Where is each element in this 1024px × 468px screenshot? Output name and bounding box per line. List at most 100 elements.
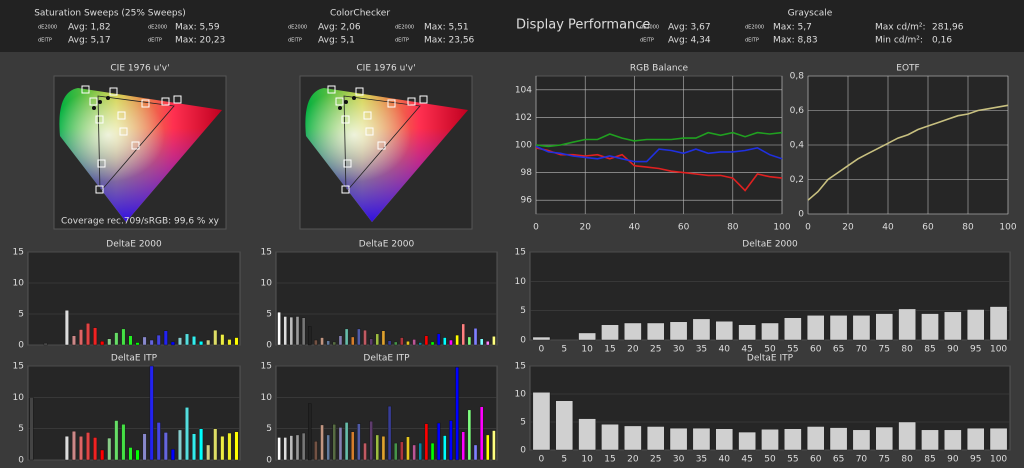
bar — [277, 311, 281, 346]
y-tick-label: 10 — [13, 279, 25, 289]
bar — [344, 422, 349, 461]
y-tick-label: 15 — [13, 248, 24, 258]
bar — [314, 339, 318, 346]
bar — [424, 335, 429, 346]
metric-value: Avg: 3,67 — [668, 23, 711, 33]
metric-label: dE2000 — [288, 25, 307, 31]
bar — [381, 435, 386, 461]
bar — [455, 334, 459, 346]
bar — [86, 432, 91, 461]
bar — [387, 405, 392, 461]
x-tick-label: 95 — [970, 345, 981, 355]
metric-label: dE2000 — [395, 25, 414, 31]
bar — [163, 330, 168, 346]
y-tick-label: 15 — [261, 248, 272, 258]
x-tick-label: 15 — [604, 345, 615, 355]
bar — [363, 442, 367, 461]
bar — [418, 442, 422, 461]
bar — [332, 424, 337, 461]
x-tick-label: 75 — [879, 345, 890, 355]
y-tick-label: 10 — [515, 390, 527, 400]
y-tick-label: 5 — [520, 418, 526, 428]
x-tick-label: 100 — [990, 455, 1007, 465]
bar — [400, 337, 404, 346]
x-tick-label: 55 — [787, 455, 798, 465]
bar — [424, 423, 429, 461]
bar — [192, 336, 197, 346]
y-tick-label: 102 — [515, 113, 532, 123]
bar — [944, 429, 962, 451]
x-tick-label: 45 — [741, 455, 752, 465]
bar — [338, 335, 343, 346]
bar — [363, 329, 367, 346]
bar — [295, 434, 300, 461]
plot-area — [27, 251, 241, 346]
x-tick-label: 5 — [561, 455, 567, 465]
bar — [338, 427, 343, 461]
y-tick-label: 10 — [261, 393, 273, 403]
metric-value: Max cd/m²: — [875, 23, 926, 33]
bar — [738, 324, 756, 341]
bar — [199, 341, 204, 346]
x-tick-label: 100 — [999, 223, 1016, 233]
bar — [601, 324, 619, 341]
bar — [761, 429, 779, 451]
x-tick-label: 10 — [581, 455, 593, 465]
y-tick-label: 10 — [261, 279, 273, 289]
bar — [283, 316, 287, 346]
bar — [461, 431, 465, 461]
chart-title: DeltaE ITP — [363, 354, 410, 364]
x-tick-label: 0 — [539, 345, 545, 355]
metric-value: Avg: 2,06 — [318, 23, 361, 33]
bar — [393, 442, 398, 461]
bar — [852, 315, 871, 341]
chart-title: DeltaE 2000 — [742, 240, 798, 250]
bar — [79, 435, 83, 461]
bar — [473, 444, 478, 461]
bar — [344, 328, 349, 346]
x-tick-label: 25 — [650, 455, 661, 465]
bar — [357, 328, 361, 346]
bar — [326, 434, 330, 461]
bar — [121, 328, 126, 346]
chart-title: DeltaE 2000 — [106, 240, 162, 250]
panel-title: CIE 1976 u'v' — [110, 64, 169, 74]
bar — [326, 340, 330, 346]
x-tick-label: 85 — [924, 455, 935, 465]
x-tick-label: 90 — [947, 455, 959, 465]
y-tick-label: 0 — [18, 456, 24, 466]
bar — [192, 433, 197, 461]
bar — [64, 435, 69, 461]
series-line — [535, 145, 783, 163]
bar — [455, 367, 459, 461]
bar — [875, 313, 894, 341]
chart-title: RGB Balance — [630, 64, 689, 74]
bar — [381, 330, 386, 346]
bar — [898, 421, 916, 451]
y-tick-label: 98 — [521, 168, 533, 178]
bar — [308, 403, 312, 461]
group-title: Grayscale — [788, 9, 833, 19]
bar — [142, 433, 147, 461]
x-tick-label: 0 — [539, 455, 545, 465]
bar — [185, 333, 189, 346]
x-tick-label: 35 — [696, 455, 707, 465]
bar — [320, 424, 324, 461]
metric-label: dE2000 — [745, 25, 764, 31]
y-tick-label: 104 — [515, 85, 532, 95]
x-tick-label: 100 — [773, 223, 790, 233]
bar — [624, 425, 642, 451]
x-tick-label: 60 — [810, 345, 822, 355]
metric-value: 281,96 — [932, 23, 964, 33]
bar — [93, 327, 98, 346]
bar — [443, 337, 447, 346]
bar — [578, 332, 596, 341]
y-tick-label: 15 — [515, 362, 526, 372]
bar — [369, 420, 373, 461]
series-line — [535, 131, 783, 148]
x-tick-label: 60 — [922, 223, 934, 233]
bar — [227, 432, 232, 461]
y-tick-label: 0,2 — [790, 175, 804, 185]
bar — [692, 427, 711, 451]
